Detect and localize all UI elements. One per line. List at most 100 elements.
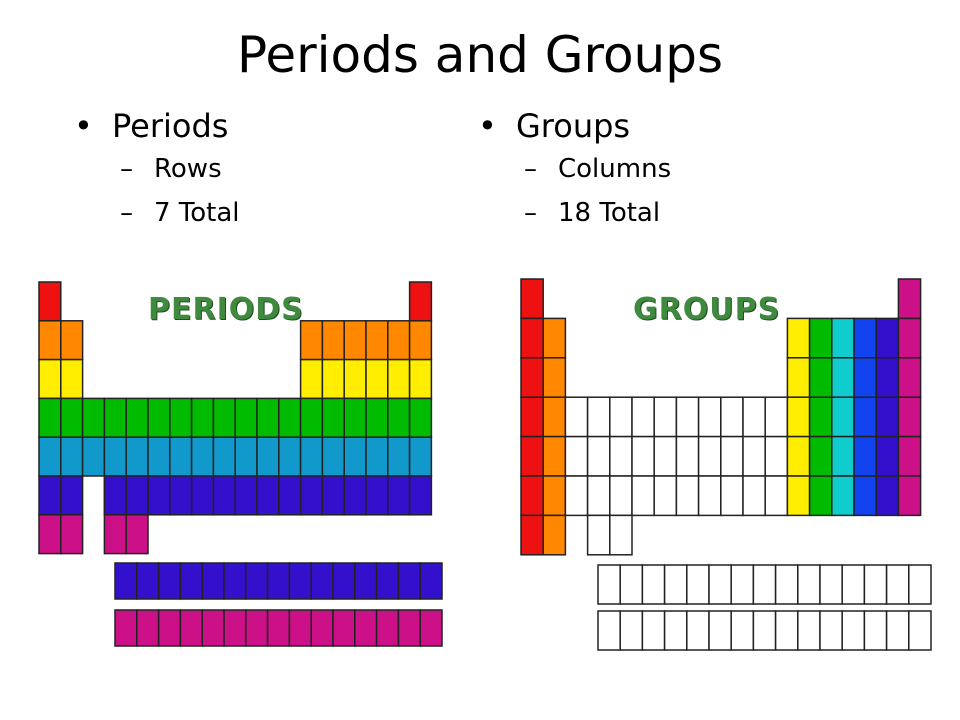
group-cell xyxy=(720,396,744,438)
group-cell xyxy=(831,435,855,477)
group-cell xyxy=(609,396,633,438)
group-cell xyxy=(897,278,922,320)
group-cell xyxy=(542,317,567,359)
periods-item-total: 7 Total xyxy=(74,191,240,235)
group-cell xyxy=(564,435,589,477)
group-cell xyxy=(875,357,900,398)
group-cell xyxy=(897,435,922,477)
group-cell xyxy=(520,317,544,359)
group-cell xyxy=(564,475,589,517)
group-cell xyxy=(520,396,544,438)
group-cell xyxy=(542,514,567,556)
group-cell xyxy=(697,396,722,438)
groups-art-label: GROUPS xyxy=(633,292,781,327)
group-cell xyxy=(653,435,678,477)
group-cell xyxy=(786,475,811,517)
group-cell xyxy=(808,475,833,517)
lanthanide-cell xyxy=(663,564,688,605)
group-cell xyxy=(653,475,678,517)
group-cell xyxy=(653,396,678,438)
group-cell xyxy=(564,396,589,438)
actinide-cell xyxy=(641,610,666,651)
actinide-cell xyxy=(819,610,843,651)
group-cell xyxy=(742,396,766,438)
group-cell xyxy=(831,396,855,438)
group-cell xyxy=(542,475,567,517)
group-cell xyxy=(831,475,855,517)
actinide-cell xyxy=(686,610,710,651)
actinide-cell xyxy=(863,610,888,651)
lanthanide-cell xyxy=(819,564,843,605)
group-cell xyxy=(675,396,700,438)
group-cell xyxy=(875,396,900,438)
lanthanide-cell xyxy=(619,564,644,605)
group-cell xyxy=(853,435,877,477)
group-cell xyxy=(609,514,633,556)
group-cell xyxy=(786,435,811,477)
actinide-cell xyxy=(730,610,755,651)
group-cell xyxy=(808,435,833,477)
group-cell xyxy=(897,396,922,438)
group-cell xyxy=(520,475,544,517)
lanthanide-cell xyxy=(730,564,755,605)
period-cell xyxy=(60,514,84,555)
group-cell xyxy=(675,435,700,477)
group-cell xyxy=(742,475,766,517)
group-cell xyxy=(675,475,700,517)
groups-heading: Groups xyxy=(478,105,671,147)
group-cell xyxy=(720,475,744,517)
lanthanide-cell xyxy=(752,564,777,605)
group-cell xyxy=(631,396,655,438)
period-cell xyxy=(125,514,149,555)
group-cell xyxy=(786,357,811,398)
group-cell xyxy=(831,317,855,359)
actinide-cell xyxy=(663,610,688,651)
periods-heading: Periods xyxy=(74,105,240,147)
group-cell xyxy=(586,435,611,477)
lanthanide-cell xyxy=(863,564,888,605)
groups-item-columns: Columns xyxy=(478,147,671,191)
group-cell xyxy=(786,396,811,438)
periods-art-label: PERIODS xyxy=(148,292,304,327)
actinide-cell xyxy=(885,610,910,651)
group-cell xyxy=(742,435,766,477)
group-cell xyxy=(520,514,544,556)
group-cell xyxy=(808,357,833,398)
actinide-cell xyxy=(774,610,799,651)
group-cell xyxy=(520,435,544,477)
group-cell xyxy=(520,357,544,398)
group-cell xyxy=(764,475,789,517)
group-cell xyxy=(786,317,811,359)
group-cell xyxy=(764,396,789,438)
group-cell xyxy=(831,357,855,398)
actinide-cell xyxy=(752,610,777,651)
group-cell xyxy=(853,357,877,398)
group-cell xyxy=(520,278,544,320)
periods-bullet-list: Periods Rows 7 Total xyxy=(74,105,240,235)
actinide-cell xyxy=(708,610,732,651)
lanthanide-cell xyxy=(597,564,621,605)
periods-item-rows: Rows xyxy=(74,147,240,191)
group-cell xyxy=(808,396,833,438)
group-cell xyxy=(875,317,900,359)
group-cell xyxy=(875,435,900,477)
group-cell xyxy=(897,475,922,517)
group-cell xyxy=(875,475,900,517)
group-cell xyxy=(853,396,877,438)
actinide-cell xyxy=(841,610,866,651)
actinide-cell xyxy=(797,610,821,651)
lanthanide-cell xyxy=(885,564,910,605)
lanthanide-cell xyxy=(419,562,443,600)
group-cell xyxy=(542,435,567,477)
page-title: Periods and Groups xyxy=(236,26,724,84)
group-cell xyxy=(697,475,722,517)
group-cell xyxy=(764,435,789,477)
group-cell xyxy=(586,514,611,556)
group-cell xyxy=(609,435,633,477)
lanthanide-cell xyxy=(841,564,866,605)
group-cell xyxy=(631,435,655,477)
group-cell xyxy=(631,475,655,517)
group-cell xyxy=(808,317,833,359)
